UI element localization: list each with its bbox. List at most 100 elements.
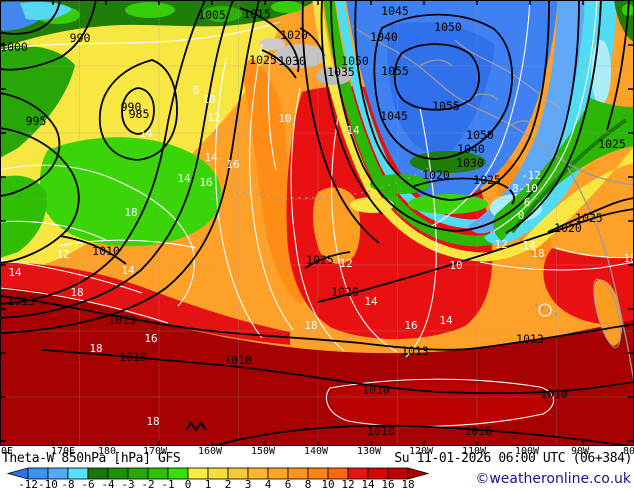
contour-label: 14 bbox=[346, 124, 360, 137]
lon-label: 0E bbox=[0, 446, 14, 457]
contour-label: 14 bbox=[364, 295, 378, 308]
contour-label: 1020 bbox=[280, 28, 308, 42]
contour-label: 1040 bbox=[370, 30, 398, 44]
colorbar-arrow-right bbox=[407, 467, 430, 480]
contour-label: 1013 bbox=[7, 294, 35, 308]
colorbar-value: -6 bbox=[81, 478, 94, 490]
contour-label: 1055 bbox=[381, 64, 409, 78]
lon-label: 120W bbox=[408, 446, 434, 457]
contour-label: 1010 bbox=[464, 424, 492, 438]
contour-label: 1005 bbox=[198, 8, 226, 22]
thetaw-contours bbox=[0, 0, 634, 428]
contour-label: 1050 bbox=[466, 128, 494, 142]
lon-label: 160W bbox=[197, 446, 223, 457]
contour-label: 10 bbox=[202, 93, 215, 106]
contour-label: 1055 bbox=[432, 99, 460, 113]
lon-label: 170W bbox=[142, 446, 168, 457]
contour-label: 1040 bbox=[457, 142, 485, 156]
isobar-contours bbox=[0, 0, 634, 446]
contour-label: 1030 bbox=[456, 156, 484, 170]
colorbar-value: 16 bbox=[381, 478, 394, 490]
contour-label: 6 bbox=[193, 84, 200, 97]
contour-label: 985 bbox=[129, 107, 150, 121]
lon-label: 80 bbox=[622, 446, 634, 457]
lon-label: 100W bbox=[514, 446, 540, 457]
contour-label: -10 bbox=[518, 182, 538, 195]
colorbar-value: -3 bbox=[121, 478, 134, 490]
contour-label: 12 bbox=[494, 238, 507, 251]
lon-label: 110W bbox=[461, 446, 487, 457]
contour-label: 1010 bbox=[119, 350, 147, 364]
contour-label: 18 bbox=[70, 286, 83, 299]
contour-label: 1030 bbox=[278, 54, 306, 68]
contour-label: 1010 bbox=[224, 353, 252, 367]
contour-label: 1025 bbox=[249, 53, 277, 67]
contour-label: 1010 bbox=[540, 387, 568, 401]
contour-label: 1010 bbox=[92, 244, 120, 258]
contour-label: 1025 bbox=[473, 173, 501, 187]
contour-label: 14 bbox=[204, 151, 218, 164]
colorbar-value: 4 bbox=[265, 478, 272, 490]
contour-label: 1045 bbox=[380, 109, 408, 123]
colorbar-value: -4 bbox=[101, 478, 115, 490]
contour-label: 12 bbox=[56, 248, 69, 261]
contour-label: 14 bbox=[439, 314, 453, 327]
graticule bbox=[0, 0, 634, 446]
contour-label: 18 bbox=[124, 206, 137, 219]
contour-label: 12 bbox=[207, 111, 220, 124]
map-title: Theta-W 850hPa [hPa] GFS bbox=[2, 451, 181, 466]
contour-label: 16 bbox=[404, 319, 417, 332]
contour-label: 990 bbox=[121, 100, 142, 114]
contour-label: 16 bbox=[199, 176, 212, 189]
contour-label: -8 bbox=[505, 182, 518, 195]
contour-label: 1025 bbox=[306, 253, 334, 267]
contour-label: 1000 bbox=[0, 40, 28, 54]
contour-label: 14 bbox=[522, 239, 536, 252]
contour-label: 12 bbox=[339, 257, 352, 270]
contour-label: 0 bbox=[518, 209, 525, 222]
contour-label: 16 bbox=[144, 332, 157, 345]
contour-label: 1010 bbox=[362, 383, 390, 397]
contour-label: 1025 bbox=[575, 211, 603, 225]
colorbar-value: -2 bbox=[141, 478, 154, 490]
contour-label: 14 bbox=[8, 266, 22, 279]
contour-label: 14 bbox=[121, 264, 135, 277]
lon-label: 90W bbox=[570, 446, 590, 457]
contour-label: 18 bbox=[89, 342, 102, 355]
colorbar-value: 1 bbox=[205, 478, 212, 490]
colorbar-value: 6 bbox=[285, 478, 292, 490]
copyright-text: ©weatheronline.co.uk bbox=[475, 471, 631, 487]
contour-label: 1035 bbox=[327, 65, 355, 79]
contour-label: 1020 bbox=[331, 285, 359, 299]
longitude-axis: 0E 170E 180 170W 160W 150W 140W 130W 120W 110W 100… bbox=[0, 446, 634, 458]
contour-label: 990 bbox=[70, 31, 91, 45]
contour-label: 10 bbox=[278, 112, 291, 125]
contour-label: 1050 bbox=[434, 20, 462, 34]
colorbar-value: 0 bbox=[185, 478, 192, 490]
colorbar-value: 14 bbox=[361, 478, 375, 490]
colorbar-value: -8 bbox=[61, 478, 74, 490]
colorbar-value: 12 bbox=[341, 478, 354, 490]
colorbar-legend: -12 -10 -8 -6 -4 -3 -2 -1 0 1 2 3 4 6 8 10 12 14 16 18 bbox=[6, 467, 430, 490]
contour-label: 14 bbox=[177, 172, 191, 185]
contour-label: 14 bbox=[139, 127, 153, 140]
contour-label: 995 bbox=[26, 114, 47, 128]
contour-label: 10 bbox=[449, 259, 462, 272]
contour-label: -12 bbox=[521, 169, 541, 182]
lon-label: 170E bbox=[50, 446, 76, 457]
colorbar-value: 2 bbox=[225, 478, 232, 490]
contour-label: 1020 bbox=[422, 168, 450, 182]
colorbar-value: -10 bbox=[38, 478, 58, 490]
title-line: Theta-W 850hPa [hPa] GFS Su 11-01-2026 0… bbox=[0, 451, 634, 467]
lon-label: 180 bbox=[97, 446, 117, 457]
colorbar-value: -1 bbox=[161, 478, 174, 490]
colorbar-value: -12 bbox=[18, 478, 38, 490]
contour-label: 1010 bbox=[367, 424, 395, 438]
contour-label: 18 bbox=[531, 247, 544, 260]
colorbar-value: 8 bbox=[305, 478, 312, 490]
colorbar-value: 3 bbox=[245, 478, 252, 490]
map-datetime: Su 11-01-2026 06:00 UTC (06+384) bbox=[394, 451, 632, 466]
